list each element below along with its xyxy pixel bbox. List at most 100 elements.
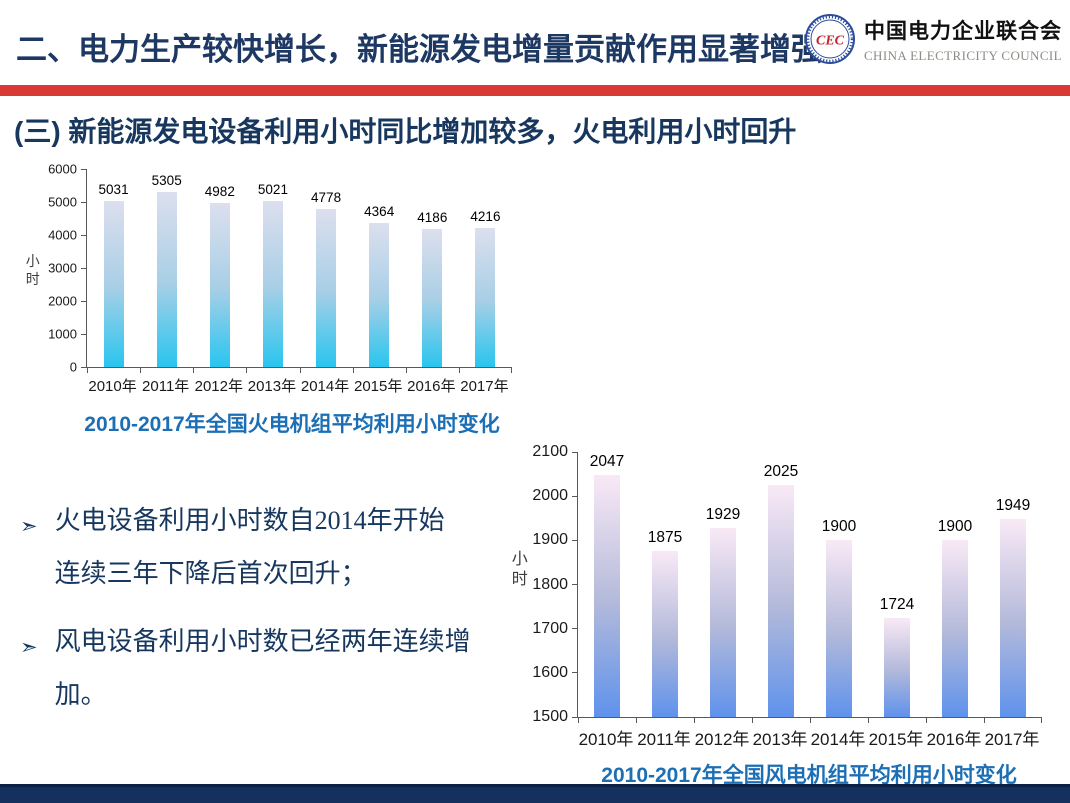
bar-value-label: 1900	[937, 518, 973, 536]
section-subtitle: (三) 新能源发电设备利用小时同比增加较多，火电利用小时回升	[14, 116, 797, 147]
y-tick-label: 1000	[48, 326, 77, 342]
y-axis-label: 小时	[25, 253, 40, 287]
bar-2016年	[942, 540, 968, 717]
x-category-label: 2014年	[300, 378, 350, 395]
x-tick-mark	[193, 367, 195, 373]
y-tick-mark	[572, 495, 578, 497]
y-axis-label: 小时	[511, 551, 528, 588]
y-tick-mark	[81, 300, 87, 302]
thermal-power-utilization-chart: 小时 0 1000 2000 3000 4000 5000 6000 5031 5305 4982…	[26, 162, 512, 438]
bar-value-label: 5305	[151, 172, 182, 188]
y-tick-mark	[81, 201, 87, 203]
bar-value-label: 1875	[647, 529, 683, 547]
x-tick-mark	[810, 717, 811, 723]
y-tick-label: 4000	[48, 227, 77, 243]
x-tick-mark	[984, 717, 985, 723]
x-tick-mark	[352, 367, 354, 373]
x-category-label: 2011年	[142, 378, 190, 395]
red-divider	[0, 85, 1070, 96]
x-category-label: 2016年	[926, 730, 982, 749]
x-tick-mark	[299, 367, 301, 373]
svg-text:CEC: CEC	[816, 34, 845, 49]
bar-value-label: 2025	[763, 463, 799, 481]
bar-2012年	[710, 527, 736, 717]
bar-2010年	[103, 200, 124, 367]
org-name-en: CHINA ELECTRICITY COUNCIL	[863, 47, 1062, 63]
bar-2011年	[156, 191, 177, 367]
bar-value-label: 4186	[417, 209, 448, 225]
bar-2015年	[884, 618, 910, 717]
x-category-label: 2015年	[868, 730, 924, 749]
y-tick-label: 1600	[532, 663, 568, 681]
x-tick-mark	[458, 367, 460, 373]
y-tick-label: 2000	[532, 487, 568, 505]
bar-2014年	[316, 209, 337, 367]
y-tick-label: 1800	[532, 575, 568, 593]
y-tick-mark	[81, 234, 87, 236]
x-axis-categories: 2010年 2011年 2012年 2013年 2014年 2015年 2016年 2017年	[577, 725, 1041, 750]
y-tick-label: 3000	[48, 260, 77, 276]
org-name-block: 中国电力企业联合会 CHINA ELECTRICITY COUNCIL	[864, 15, 1062, 64]
arrow-bullet-icon: ➣	[20, 514, 38, 538]
bar-2017年	[475, 227, 496, 367]
x-category-label: 2013年	[752, 730, 808, 749]
list-item: ➣ 风电设备利用小时数已经两年连续增 加。	[20, 615, 525, 722]
page-title: 二、电力生产较快增长，新能源发电增量贡献作用显著增强	[16, 32, 822, 67]
bar-value-label: 1900	[821, 518, 857, 536]
y-tick-mark	[572, 451, 578, 453]
x-tick-mark	[926, 717, 927, 723]
x-tick-mark	[752, 717, 753, 723]
wind-power-utilization-chart: 小时 1500 1600 1700 1800 1900 2000 2100 2047 1875 1…	[512, 443, 1042, 789]
y-tick-label: 2100	[532, 443, 568, 460]
y-tick-mark	[572, 584, 578, 585]
x-tick-mark	[578, 717, 579, 723]
y-tick-label: 1500	[532, 708, 568, 725]
x-category-label: 2013年	[247, 378, 297, 395]
y-tick-label: 6000	[48, 161, 77, 177]
bar-value-label: 5021	[257, 182, 288, 198]
x-axis-categories: 2010年 2011年 2012年 2013年 2014年 2015年 2016年 2017年	[86, 375, 511, 396]
x-category-label: 2017年	[984, 730, 1040, 749]
y-tick-label: 5000	[48, 194, 77, 210]
bar-value-label: 1949	[995, 496, 1031, 514]
x-category-label: 2010年	[88, 378, 137, 395]
y-tick-mark	[572, 672, 578, 674]
bar-2011年	[652, 551, 678, 717]
bar-value-label: 4982	[204, 183, 235, 199]
y-tick-label: 2000	[48, 293, 77, 309]
bar-value-label: 4216	[470, 208, 501, 224]
y-tick-label: 1700	[532, 619, 568, 637]
x-tick-mark	[246, 367, 248, 373]
y-tick-mark	[572, 716, 578, 718]
bar-value-label: 4364	[364, 204, 395, 219]
y-tick-label: 1900	[532, 531, 568, 549]
y-tick-mark	[81, 267, 87, 269]
list-item: ➣ 火电设备利用小时数自2014年开始 连续三年下降后首次回升；	[20, 494, 525, 601]
bar-2013年	[262, 201, 283, 367]
footer-bar	[0, 784, 1070, 803]
x-tick-mark	[511, 367, 512, 373]
bullet-text: 风电设备利用小时数已经两年连续增 加。	[54, 626, 471, 709]
bar-2016年	[422, 228, 443, 367]
x-tick-mark	[1041, 717, 1042, 723]
chart-title: 2010-2017年全国火电机组平均利用小时变化	[84, 413, 500, 436]
arrow-bullet-icon: ➣	[20, 634, 38, 659]
bar-value-label: 1724	[879, 596, 915, 614]
x-category-label: 2011年	[637, 730, 691, 749]
bar-value-label: 4778	[311, 190, 342, 206]
bar-value-label: 2047	[589, 453, 625, 471]
x-category-label: 2012年	[694, 730, 750, 749]
x-tick-mark	[140, 367, 142, 373]
x-category-label: 2014年	[810, 730, 866, 749]
bar-2010年	[594, 475, 620, 717]
x-tick-mark	[405, 367, 407, 373]
bar-value-label: 5031	[98, 181, 129, 197]
cec-emblem-icon: CEC	[804, 14, 855, 64]
y-tick-mark	[572, 628, 578, 630]
org-logo: CEC 中国电力企业联合会 CHINA ELECTRICITY COUNCIL	[804, 13, 1062, 65]
bar-2014年	[826, 540, 852, 717]
x-category-label: 2016年	[407, 378, 456, 395]
chart-plot-area: 0 1000 2000 3000 4000 5000 6000 5031 5305 4982 502…	[48, 162, 512, 375]
bullet-list: ➣ 火电设备利用小时数自2014年开始 连续三年下降后首次回升； ➣ 风电设备利用…	[20, 494, 525, 735]
chart-title: 2010-2017年全国风电机组平均利用小时变化	[601, 764, 1017, 787]
